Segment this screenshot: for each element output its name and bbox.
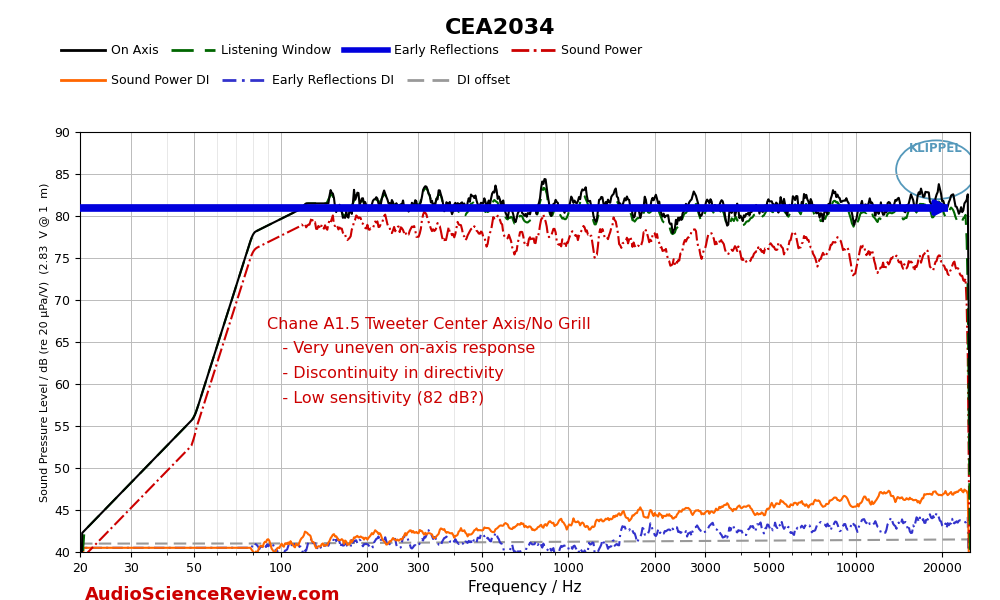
Text: KLIPPEL: KLIPPEL <box>909 142 963 155</box>
X-axis label: Frequency / Hz: Frequency / Hz <box>468 580 582 595</box>
Text: CEA2034: CEA2034 <box>445 18 555 38</box>
Text: AudioScienceReview.com: AudioScienceReview.com <box>84 586 340 600</box>
Legend: On Axis, Listening Window, Early Reflections, Sound Power: On Axis, Listening Window, Early Reflect… <box>56 39 648 62</box>
Y-axis label: Sound Pressure Level / dB (re 20 μPa/V)  (2.83  V @ 1  m): Sound Pressure Level / dB (re 20 μPa/V) … <box>40 182 50 502</box>
Text: Chane A1.5 Tweeter Center Axis/No Grill
   - Very uneven on-axis response
   - D: Chane A1.5 Tweeter Center Axis/No Grill … <box>267 317 591 406</box>
Legend: Sound Power DI, Early Reflections DI, DI offset: Sound Power DI, Early Reflections DI, DI… <box>56 69 515 92</box>
